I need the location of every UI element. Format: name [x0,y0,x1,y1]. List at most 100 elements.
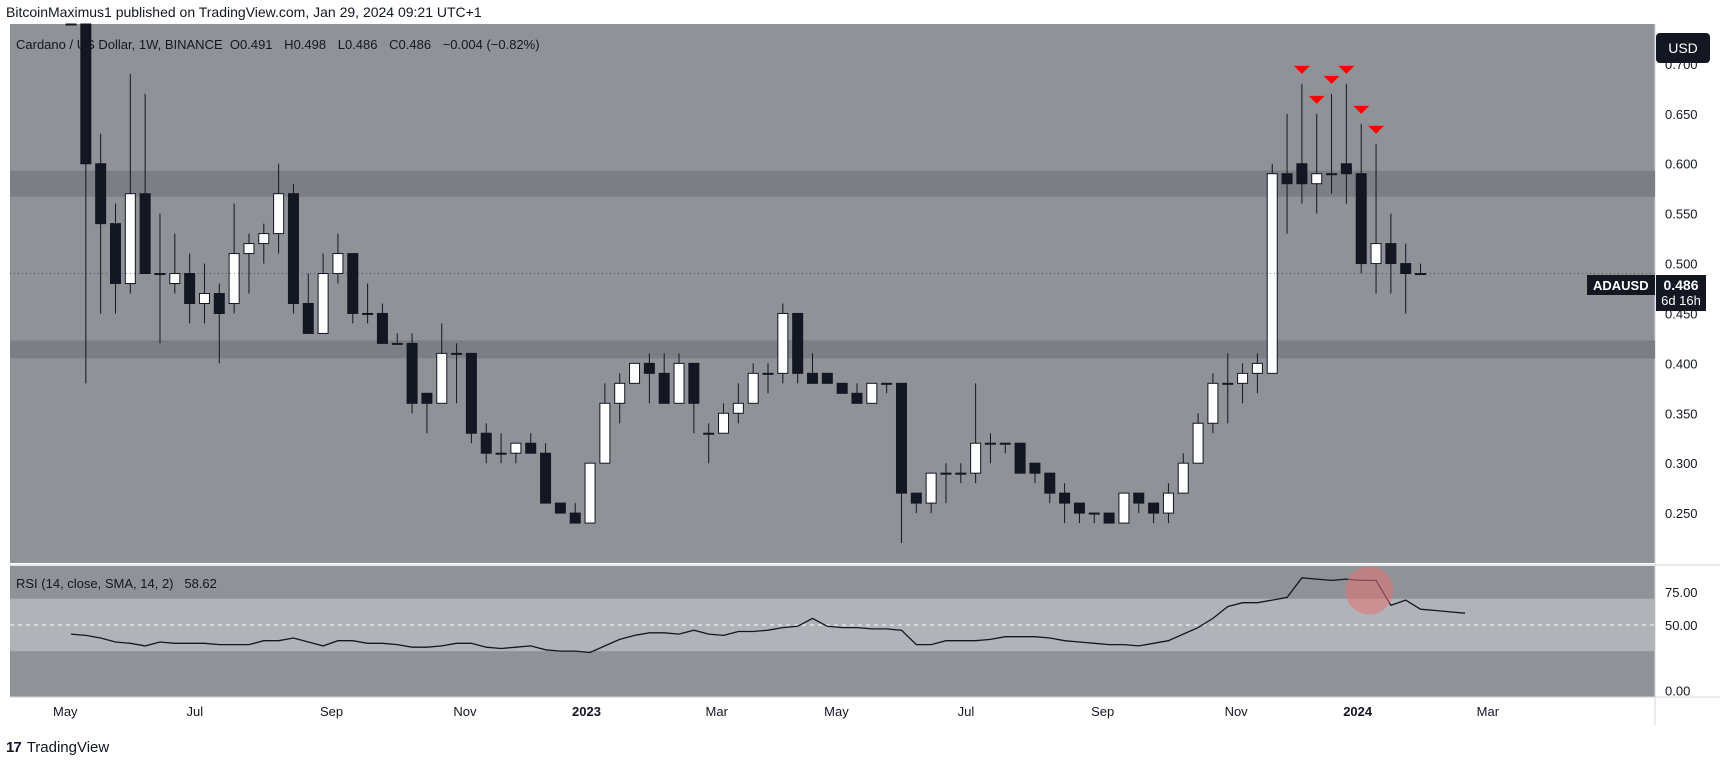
candle-bearish [95,163,107,225]
candle-bullish [243,243,255,255]
bearish-marker-icon [1308,95,1325,104]
ticker-label: ADAUSD [1587,275,1655,295]
time-tick-label: Sep [320,704,343,719]
high-value: 0.498 [293,37,327,52]
time-tick-label: Sep [1091,704,1114,719]
candle-bearish [910,492,922,504]
candle-bearish [65,23,77,26]
time-tick-label: Nov [453,704,477,719]
bearish-marker-icon [1338,65,1355,74]
rsi-band [10,598,1655,652]
candle-bearish [1296,163,1308,185]
published-by-header: BitcoinMaximus1 published on TradingView… [6,4,482,20]
candle-bullish [273,193,285,235]
time-tick-label: May [824,704,849,719]
main-pane-bg [10,24,1655,563]
rsi-value: 58.62 [184,576,217,591]
candle-bearish [421,392,433,404]
candle-bullish [1088,512,1100,515]
candle-bullish [169,273,181,285]
price-tick-label: 0.500 [1665,257,1698,272]
candle-bearish [406,342,418,404]
price-tick-label: 0.600 [1665,157,1698,172]
candle-bullish [1237,372,1249,384]
price-tick-label: 0.350 [1665,406,1698,421]
candle-bullish [584,462,596,524]
candle-bearish [1014,442,1026,474]
candle-bullish [777,312,789,374]
time-tick-label: Jul [186,704,203,719]
close-value: 0.486 [398,37,432,52]
symbol-title[interactable]: Cardano / US Dollar, 1W, BINANCE [16,37,223,52]
candle-bullish [599,402,611,464]
candle-bearish [1385,243,1397,265]
candle-bearish [554,502,566,514]
candle-bearish [376,312,388,344]
candle-bullish [747,372,759,404]
candle-bearish [1133,492,1145,504]
price-tick-label: 0.400 [1665,356,1698,371]
candle-bullish [955,472,967,475]
candle-bearish [302,302,314,334]
time-tick-label: May [53,704,78,719]
candle-bullish [436,352,448,404]
candle-bearish [213,293,225,314]
candle-bullish [154,273,166,276]
footer-brand-name[interactable]: TradingView [26,739,110,756]
rsi-label[interactable]: RSI (14, close, SMA, 14, 2) [16,576,174,591]
candle-bullish [1326,173,1338,176]
candle-bullish [1192,422,1204,464]
candle-bullish [1415,273,1427,276]
open-label: O [229,37,240,52]
bearish-marker-icon [1368,125,1385,134]
candle-bearish [1059,492,1071,504]
bearish-marker-icon [1323,75,1340,84]
candle-bearish [792,312,804,374]
time-tick-label: 2024 [1343,704,1373,719]
candle-bullish [495,452,507,455]
candle-bullish [1222,382,1234,385]
candle-bearish [109,223,121,285]
candle-bearish [480,432,492,454]
last-price: 0.486 [1663,277,1699,293]
candle-bearish [80,23,92,165]
candle-bullish [866,382,878,404]
candle-bullish [332,253,344,275]
candle-bullish [614,382,626,404]
candle-bullish [362,312,374,315]
candle-bullish [1311,173,1323,185]
candle-countdown: 6d 16h [1661,293,1701,308]
candle-bearish [1148,502,1160,514]
candle-bullish [999,442,1011,445]
price-tick-label: 0.650 [1665,107,1698,122]
price-tick-label: 0.300 [1665,456,1698,471]
candle-bullish [703,432,715,435]
time-tick-label: Nov [1225,704,1249,719]
rsi-legend: RSI (14, close, SMA, 14, 2) 58.62 [16,576,217,591]
candle-bearish [465,352,477,434]
currency-button[interactable]: USD [1656,33,1710,63]
candle-bullish [970,442,982,474]
candle-bearish [1029,462,1041,474]
footer-brand: 17 TradingView [6,739,109,756]
candle-bearish [139,193,151,275]
candle-bullish [228,253,240,304]
horizontal-zone-1 [10,340,1655,359]
high-label: H [284,37,294,52]
price-tick-label: 0.250 [1665,506,1698,521]
change-value: −0.004 (−0.82%) [442,37,540,52]
price-tick-label: 0.550 [1665,207,1698,222]
symbol-legend: Cardano / US Dollar, 1W, BINANCE O0.491 … [16,37,548,52]
candle-bearish [184,273,196,304]
candle-bullish [1251,362,1263,374]
candle-bearish [1355,173,1367,265]
candle-bearish [540,452,552,504]
candle-bearish [1340,163,1352,175]
candle-bullish [1370,243,1382,265]
candle-bullish [1162,492,1174,514]
rsi-tick-label: 50.00 [1665,618,1698,633]
last-price-tag: 0.486 6d 16h [1656,275,1706,311]
candle-bullish [732,402,744,414]
